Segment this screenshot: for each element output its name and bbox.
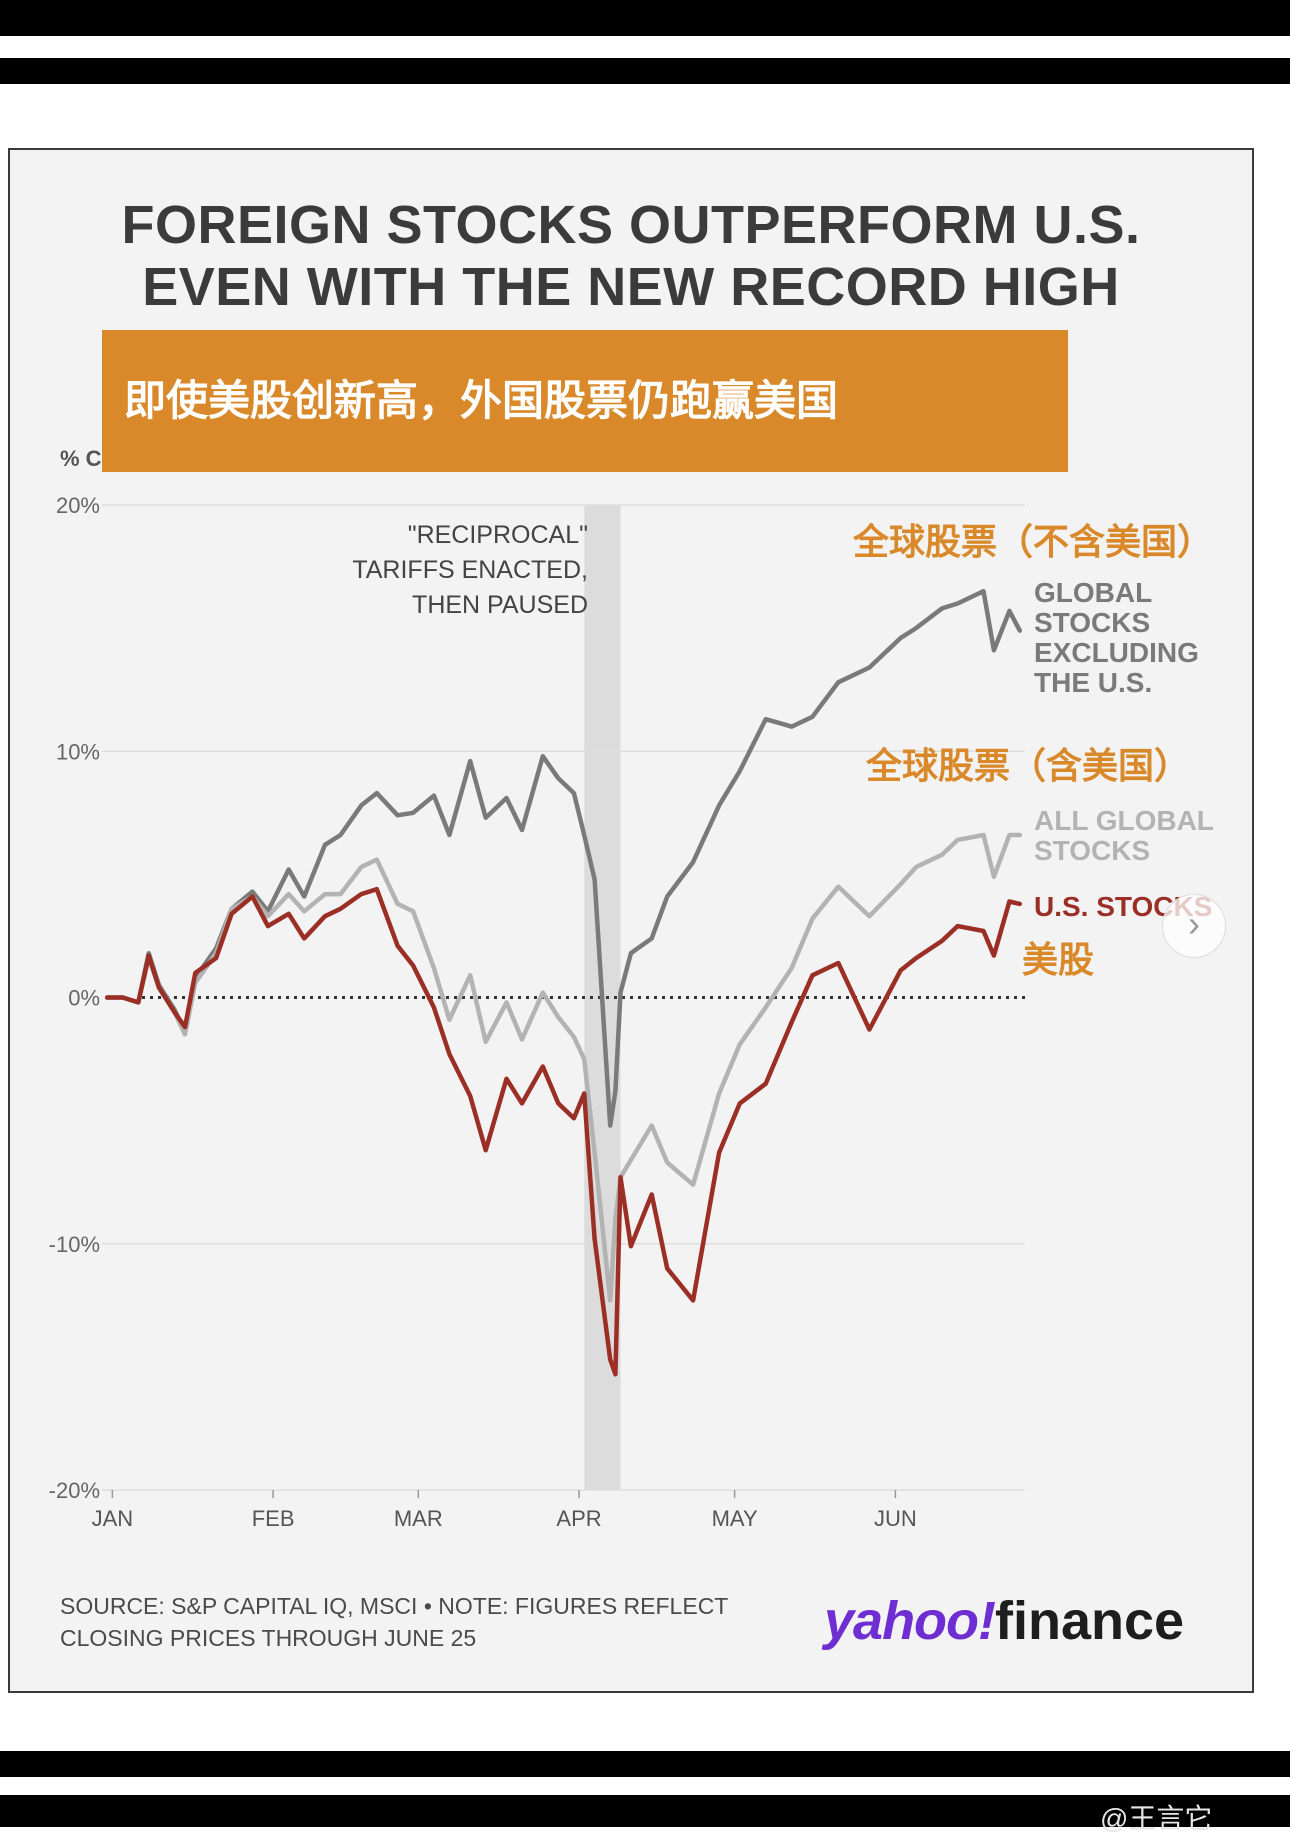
x-tick-label: FEB bbox=[252, 1506, 295, 1531]
chart-title-line-1: FOREIGN STOCKS OUTPERFORM U.S. bbox=[121, 195, 1141, 255]
y-tick-label: -10% bbox=[49, 1232, 100, 1257]
x-tick-label: JUN bbox=[874, 1506, 917, 1531]
y-tick-label: 0% bbox=[68, 986, 100, 1011]
top-black-band bbox=[0, 58, 1290, 84]
chinese-headline-banner: 即使美股创新高，外国股票仍跑赢美国 bbox=[102, 330, 1068, 472]
x-tick-label: MAY bbox=[712, 1506, 758, 1531]
label-en-global-ex-us: GLOBAL bbox=[1034, 577, 1152, 608]
bottom-black-bar bbox=[0, 1795, 1290, 1827]
y-tick-label: 20% bbox=[56, 493, 100, 518]
yahoo-finance-logo: yahoo!finance bbox=[824, 1590, 1184, 1652]
weibo-watermark: @王言它 bbox=[1100, 1803, 1213, 1834]
label-en-global-ex-us: THE U.S. bbox=[1034, 667, 1152, 698]
series-line-global_ex_us bbox=[104, 588, 1023, 1128]
logo-yahoo-text: yahoo! bbox=[824, 1591, 996, 1651]
source-note-line-2: CLOSING PRICES THROUGH JUNE 25 bbox=[60, 1625, 477, 1651]
y-tick-label: 10% bbox=[56, 739, 100, 764]
source-note-line-1: SOURCE: S&P CAPITAL IQ, MSCI • NOTE: FIG… bbox=[60, 1593, 729, 1619]
chart-card: FOREIGN STOCKS OUTPERFORM U.S. EVEN WITH… bbox=[8, 148, 1254, 1693]
x-tick-label: JAN bbox=[92, 1506, 134, 1531]
series-line-us bbox=[104, 886, 1023, 1377]
label-cn-global-ex-us: 全球股票（不含美国） bbox=[852, 521, 1213, 563]
logo-finance-text: finance bbox=[995, 1591, 1185, 1651]
label-en-all-global: ALL GLOBAL bbox=[1034, 805, 1214, 836]
label-en-global-ex-us: STOCKS bbox=[1034, 607, 1150, 638]
chart-title-line-2: EVEN WITH THE NEW RECORD HIGH bbox=[142, 257, 1120, 317]
x-tick-label: APR bbox=[556, 1506, 601, 1531]
label-en-global-ex-us: EXCLUDING bbox=[1034, 637, 1199, 668]
y-tick-label: -20% bbox=[49, 1478, 100, 1503]
label-en-all-global: STOCKS bbox=[1034, 835, 1150, 866]
source-note: SOURCE: S&P CAPITAL IQ, MSCI • NOTE: FIG… bbox=[60, 1590, 728, 1654]
y-axis-unit-label: % C bbox=[60, 446, 102, 471]
label-cn-all-global: 全球股票（含美国） bbox=[865, 745, 1190, 787]
bottom-black-band bbox=[0, 1751, 1290, 1777]
tariff-annotation-line: "RECIPROCAL" bbox=[408, 521, 588, 549]
tariff-annotation-line: THEN PAUSED bbox=[412, 591, 588, 619]
label-cn-us: 美股 bbox=[1022, 940, 1094, 981]
chevron-right-icon[interactable]: › bbox=[1162, 894, 1226, 958]
x-tick-label: MAR bbox=[394, 1506, 443, 1531]
chart-title: FOREIGN STOCKS OUTPERFORM U.S. EVEN WITH… bbox=[10, 194, 1252, 318]
tariff-annotation-line: TARIFFS ENACTED, bbox=[352, 556, 588, 584]
line-chart: 20% 10% 0% -10% -20% JAN FEB MAR APR MAY JUN "RECIP… bbox=[49, 493, 1214, 1531]
top-black-bar bbox=[0, 0, 1290, 36]
